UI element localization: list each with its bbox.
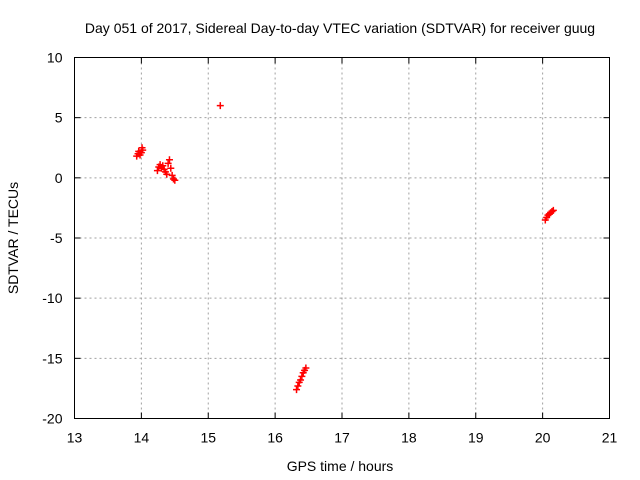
x-tick-label: 13 xyxy=(67,430,83,446)
data-point xyxy=(163,170,171,178)
x-tick-label: 14 xyxy=(134,430,150,446)
data-point xyxy=(549,206,557,214)
y-tick-label: 10 xyxy=(47,50,63,66)
y-tick-label: -20 xyxy=(42,411,62,427)
x-tick-label: 17 xyxy=(334,430,350,446)
y-tick-label: -10 xyxy=(42,290,62,306)
data-point xyxy=(139,146,147,154)
data-point xyxy=(169,175,177,183)
data-point xyxy=(153,167,161,175)
plot-frame xyxy=(74,57,610,419)
data-point xyxy=(168,171,176,179)
data-point xyxy=(159,162,167,170)
x-tick-label: 16 xyxy=(267,430,283,446)
data-point xyxy=(298,372,306,380)
x-tick-label: 18 xyxy=(401,430,417,446)
data-point xyxy=(164,159,172,167)
data-point xyxy=(302,364,310,372)
y-tick-label: -15 xyxy=(42,350,62,366)
x-tick-label: 15 xyxy=(200,430,216,446)
data-point xyxy=(294,382,302,390)
grid xyxy=(74,57,610,419)
data-point xyxy=(165,156,173,164)
data-point xyxy=(548,208,556,216)
x-axis-label: GPS time / hours xyxy=(287,458,394,474)
x-tick-label: 20 xyxy=(535,430,551,446)
data-point xyxy=(293,386,301,394)
y-axis-label: SDTVAR / TECUs xyxy=(5,182,21,294)
x-tick-label: 21 xyxy=(602,430,618,446)
y-tick-label: 0 xyxy=(55,170,63,186)
data-points xyxy=(133,102,557,394)
data-point xyxy=(297,376,305,384)
x-tick-label: 19 xyxy=(468,430,484,446)
y-tick-label: 5 xyxy=(55,110,63,126)
data-point xyxy=(167,164,175,172)
data-point xyxy=(216,102,224,110)
data-point xyxy=(171,176,179,184)
chart-title: Day 051 of 2017, Sidereal Day-to-day VTE… xyxy=(85,20,595,36)
y-tick-label: -5 xyxy=(50,230,63,246)
axis-ticks: 13 14 15 16 17 18 19 20 21 -20 -15 -10 -5 0 5 10 xyxy=(42,50,617,446)
